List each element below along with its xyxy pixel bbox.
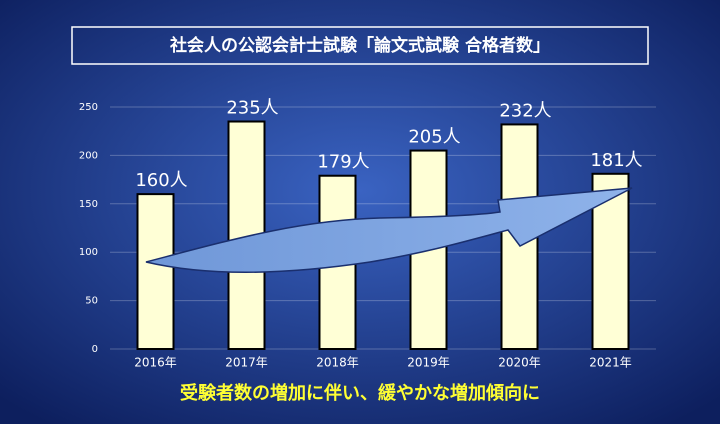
y-tick-label: 200: [79, 150, 98, 161]
value-label: 179人: [317, 152, 369, 173]
value-label: 160人: [135, 170, 187, 191]
value-label: 232人: [499, 100, 551, 121]
x-tick-label: 2021年: [589, 356, 632, 370]
value-label: 205人: [408, 127, 460, 148]
y-tick-label: 0: [92, 344, 98, 355]
y-tick-label: 150: [79, 199, 98, 210]
x-tick-label: 2017年: [225, 356, 268, 370]
x-tick-label: 2020年: [498, 356, 541, 370]
x-tick-label: 2018年: [316, 356, 359, 370]
y-tick-label: 50: [85, 296, 98, 307]
value-label: 181人: [590, 150, 642, 171]
subtitle: 受験者数の増加に伴い、緩やかな増加傾向に: [180, 382, 540, 404]
chart-title: 社会人の公認会計士試験「論文式試験 合格者数」: [169, 35, 550, 56]
trend-arrow: [145, 187, 633, 273]
title-box: [71, 26, 649, 65]
x-tick-label: 2016年: [134, 356, 177, 370]
y-tick-label: 250: [79, 102, 98, 113]
y-tick-label: 100: [79, 247, 98, 258]
x-tick-label: 2019年: [407, 356, 450, 370]
bar: [136, 193, 175, 350]
value-label: 235人: [226, 98, 278, 119]
